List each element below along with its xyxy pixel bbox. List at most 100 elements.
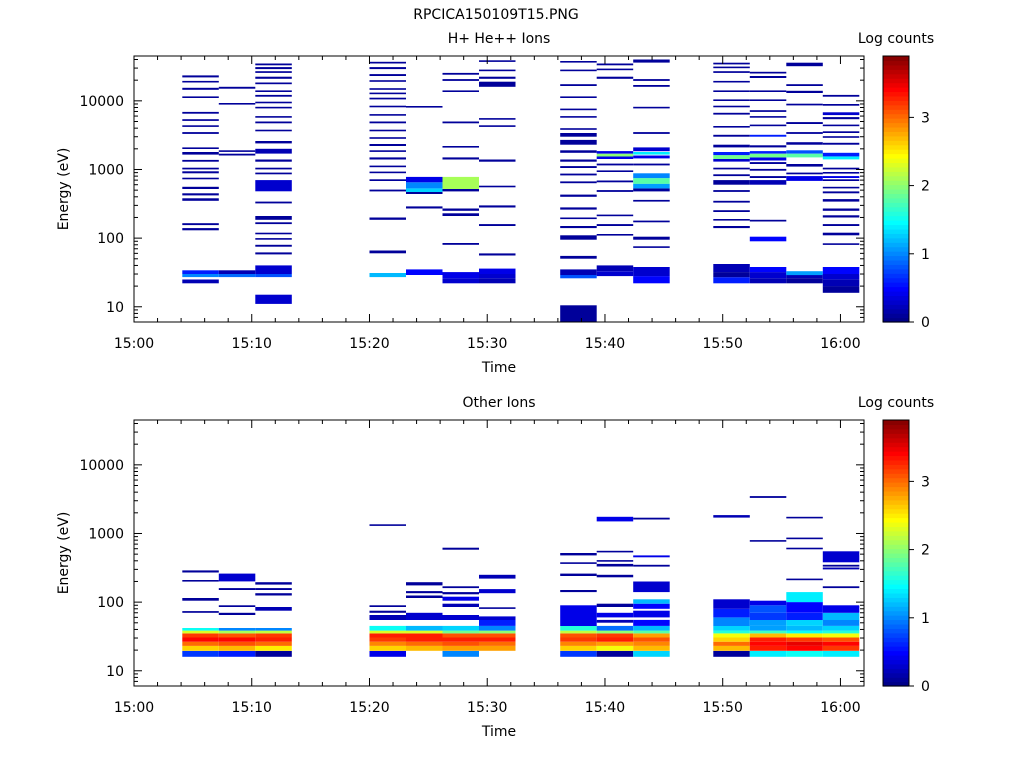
heatmap-cell <box>713 226 750 229</box>
colorbar-segment <box>883 420 909 426</box>
heatmap-cell <box>786 537 823 540</box>
heatmap-cell <box>633 132 670 134</box>
colorbar-segment <box>883 140 909 146</box>
heatmap-cell <box>369 121 406 124</box>
heatmap-cell <box>479 607 516 609</box>
x-axis-label: Time <box>481 724 516 740</box>
heatmap-cell <box>633 625 670 631</box>
heatmap-cell <box>406 182 443 189</box>
heatmap-cell <box>822 551 860 563</box>
heatmap-cell <box>596 271 634 277</box>
heatmap-cell <box>479 268 516 274</box>
heatmap-cell <box>182 96 219 98</box>
colorbar-segment <box>883 592 909 598</box>
heatmap-cell <box>255 201 292 204</box>
heatmap-cell <box>749 153 787 158</box>
heatmap-cell <box>218 103 256 105</box>
heatmap-cell <box>560 166 597 168</box>
heatmap-cell <box>442 596 479 601</box>
heatmap-cell <box>255 222 292 225</box>
heatmap-cell <box>182 193 219 196</box>
heatmap-cell <box>182 611 219 613</box>
heatmap-cell <box>749 612 787 620</box>
heatmap-cell <box>255 582 292 585</box>
heatmap-cell <box>479 641 516 646</box>
heatmap-cell <box>713 650 750 657</box>
colorbar-segment <box>883 193 909 199</box>
heatmap-cell <box>479 637 516 642</box>
heatmap-cell <box>560 235 597 240</box>
heatmap-cell <box>369 615 406 620</box>
heatmap-cell <box>633 147 670 152</box>
plot-frame <box>133 55 865 323</box>
heatmap-cell <box>406 188 443 192</box>
heatmap-cell <box>713 90 750 92</box>
heatmap-cell <box>596 190 634 192</box>
colorbar-segment <box>883 144 909 150</box>
colorbar-segment <box>883 211 909 217</box>
heatmap-cell <box>255 274 292 278</box>
heatmap-cell <box>406 645 443 651</box>
heatmap-cell <box>369 88 406 90</box>
heatmap-cell <box>786 132 823 134</box>
heatmap-cell <box>560 645 597 651</box>
heatmap-cell <box>633 610 670 618</box>
heatmap-cell <box>442 189 479 192</box>
heatmap-cell <box>255 121 292 124</box>
heatmap-cell <box>633 173 670 179</box>
heatmap-cell <box>218 630 256 634</box>
heatmap-cell <box>369 114 406 116</box>
heatmap-cell <box>786 271 823 276</box>
colorbar-segment <box>883 206 909 212</box>
heatmap-cell <box>182 228 219 231</box>
heatmap-cell <box>442 630 479 634</box>
heatmap-cell <box>822 142 860 145</box>
heatmap-cell <box>406 612 443 620</box>
heatmap-cell <box>560 562 597 564</box>
heatmap-cell <box>255 216 292 220</box>
heatmap-cell <box>182 628 219 631</box>
heatmap-cell <box>182 125 219 127</box>
heatmap-cell <box>633 603 670 609</box>
heatmap-cell <box>822 286 860 293</box>
heatmap-cell <box>182 186 219 189</box>
heatmap-cell <box>633 630 670 634</box>
heatmap-cell <box>218 637 256 642</box>
colorbar-segment <box>883 228 909 234</box>
colorbar-segment <box>883 251 909 257</box>
heatmap-cell <box>633 650 670 657</box>
colorbar-segment <box>883 623 909 629</box>
heatmap-cell <box>218 628 256 631</box>
heatmap-cell <box>406 582 443 586</box>
heatmap-cell <box>218 274 256 278</box>
heatmap-cell <box>749 641 787 646</box>
heatmap-cell <box>442 633 479 638</box>
colorbar-segment <box>883 615 909 621</box>
heatmap-cell <box>822 172 860 174</box>
colorbar-segment <box>883 477 909 483</box>
heatmap-cell <box>713 630 750 634</box>
colorbar-segment <box>883 588 909 594</box>
heatmap-cell <box>255 180 292 192</box>
colorbar-segment <box>883 677 909 683</box>
heatmap-cell <box>255 101 292 104</box>
heatmap-cell <box>182 598 219 601</box>
heatmap-cell <box>749 151 787 154</box>
heatmap-cell <box>255 238 292 240</box>
heatmap-cell <box>786 633 823 638</box>
heatmap-cell <box>560 128 597 130</box>
colorbar-segment <box>883 215 909 221</box>
colorbar-segment <box>883 619 909 625</box>
heatmap-cell <box>786 602 823 613</box>
heatmap-cell <box>786 172 823 175</box>
heatmap-cell <box>218 270 256 274</box>
heatmap-cell <box>786 150 823 154</box>
heatmap-cell <box>182 637 219 642</box>
colorbar-segment <box>883 628 909 634</box>
heatmap-cell <box>822 619 860 626</box>
colorbar-segment <box>883 646 909 652</box>
colorbar-segment <box>883 566 909 572</box>
heatmap-cell <box>406 641 443 646</box>
heatmap-cell <box>822 567 860 570</box>
heatmap-cell <box>713 167 750 170</box>
